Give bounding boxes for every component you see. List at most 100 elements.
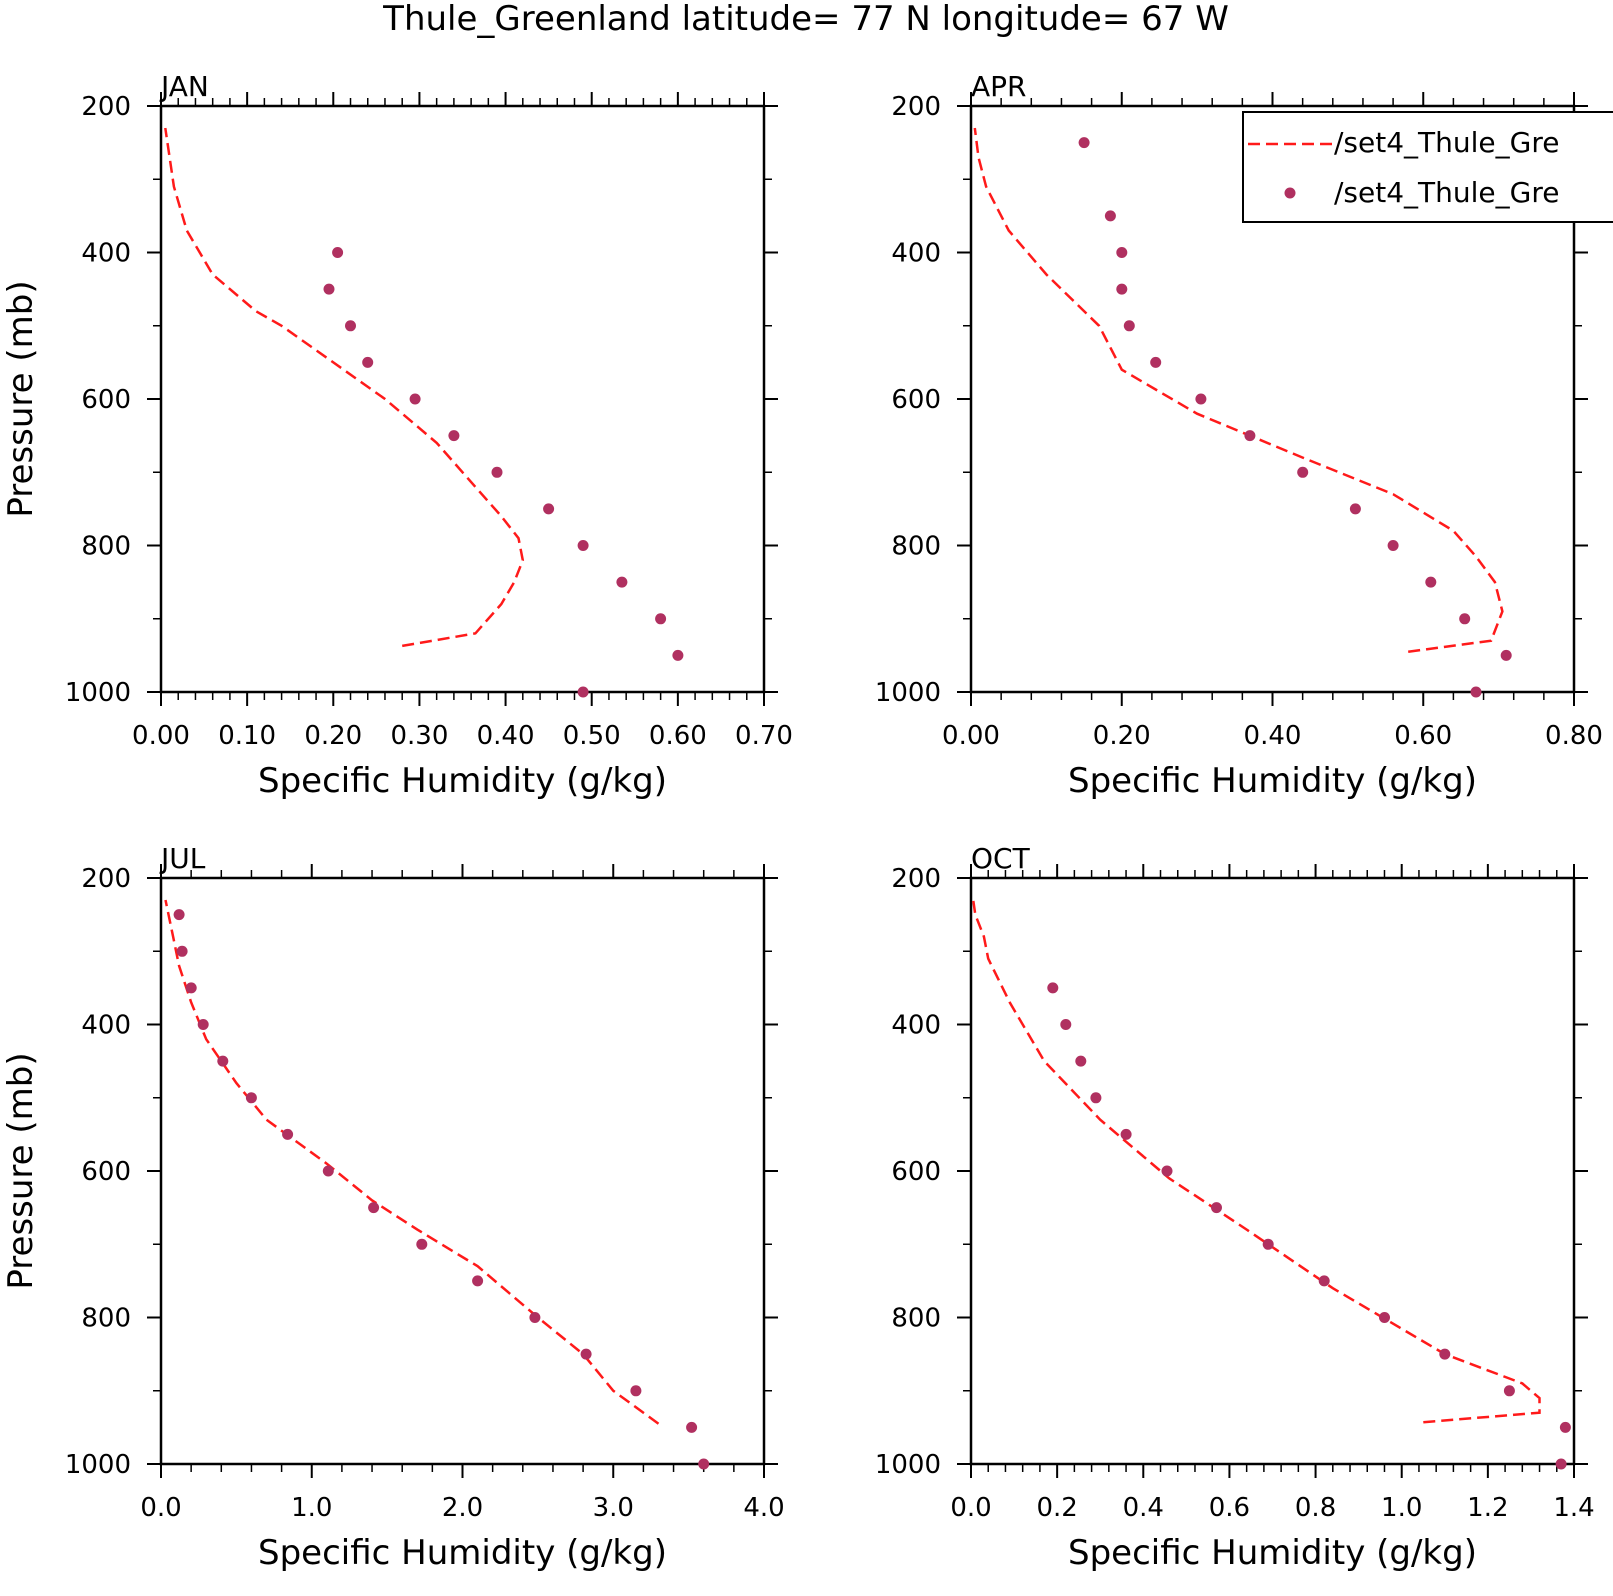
x-axis-label: Specific Humidity (g/kg)	[258, 761, 667, 801]
obs-point	[1104, 210, 1116, 222]
obs-point	[217, 1055, 229, 1067]
obs-point	[1503, 1385, 1515, 1397]
y-tick-label: 1000	[875, 1450, 941, 1480]
obs-point	[616, 576, 628, 588]
x-tick-label: 1.0	[291, 1493, 332, 1523]
obs-point	[1470, 686, 1482, 698]
obs-point	[448, 430, 460, 442]
obs-point	[580, 1348, 592, 1360]
obs-point	[1047, 982, 1059, 994]
obs-point	[1116, 283, 1128, 295]
x-tick-label: 0.00	[942, 721, 1000, 751]
panel-jan: JAN 0.00 0.10 0.20 0.30 0.40 0.50 0.60 0.70 200 40…	[1, 70, 793, 801]
obs-point	[1116, 247, 1128, 258]
x-tick-label: 0.00	[132, 721, 190, 751]
x-tick-label: 0.40	[477, 721, 535, 751]
legend: /set4_Thule_Gre /set4_Thule_Gre	[1242, 111, 1613, 223]
x-tick-label: 0.10	[218, 721, 276, 751]
obs-point	[686, 1421, 698, 1433]
x-tick-label: 1.0	[1381, 1493, 1422, 1523]
obs-point	[1559, 1421, 1571, 1433]
obs-point	[368, 1202, 380, 1214]
obs-point	[197, 1019, 209, 1030]
model-profile-line	[971, 899, 1541, 1424]
y-tick-label: 400	[81, 239, 131, 269]
y-tick-label: 400	[891, 1011, 941, 1041]
x-tick-label: 0.4	[1123, 1493, 1164, 1523]
obs-point	[1555, 1458, 1567, 1470]
plot-frame	[969, 876, 1576, 1466]
x-tick-label: 0.8	[1295, 1493, 1336, 1523]
y-axis-label: Pressure (mb)	[1, 1052, 41, 1289]
obs-point	[630, 1385, 642, 1397]
x-tick-label: 0.30	[390, 721, 448, 751]
y-tick-label: 600	[891, 385, 941, 415]
plot-frame	[159, 876, 766, 1466]
obs-point	[282, 1128, 294, 1140]
y-tick-label: 400	[891, 239, 941, 269]
x-tick-label: 0.60	[1394, 721, 1452, 751]
obs-point	[1078, 137, 1090, 149]
x-tick-label: 0.80	[1545, 721, 1603, 751]
y-tick-label: 400	[81, 1011, 131, 1041]
y-tick-label: 600	[81, 1157, 131, 1187]
obs-point	[332, 247, 344, 258]
x-tick-label: 0.6	[1209, 1493, 1250, 1523]
y-tick-label: 800	[81, 1304, 131, 1334]
obs-point	[1459, 613, 1471, 625]
y-tick-label: 200	[81, 864, 131, 894]
y-tick-label: 1000	[65, 678, 131, 708]
panels: JAN 0.00 0.10 0.20 0.30 0.40 0.50 0.60 0.70 200 40…	[1, 70, 1603, 1573]
obs-point	[1297, 466, 1309, 478]
obs-point	[1244, 430, 1256, 442]
x-axis-label: Specific Humidity (g/kg)	[1068, 1533, 1477, 1573]
obs-point	[1262, 1238, 1274, 1250]
y-tick-label: 800	[891, 1304, 941, 1334]
obs-point	[1075, 1055, 1087, 1067]
obs-point	[1425, 576, 1437, 588]
obs-point	[1439, 1348, 1451, 1360]
y-axis-label: Pressure (mb)	[1, 280, 41, 517]
obs-point	[245, 1092, 257, 1104]
obs-point	[577, 540, 589, 551]
obs-point	[1379, 1312, 1390, 1323]
plot-frame	[159, 104, 766, 694]
y-tick-label: 800	[891, 532, 941, 562]
panel-oct: OCT 0.0 0.2 0.4 0.6 0.8 1.0 1.2 1.4 200 400 600 800 1…	[875, 842, 1595, 1573]
obs-point	[577, 686, 589, 698]
obs-point	[173, 909, 185, 921]
obs-point	[1195, 393, 1207, 405]
panel-label: JAN	[159, 70, 209, 103]
y-tick-label: 200	[891, 864, 941, 894]
obs-point	[345, 320, 356, 332]
figure-title: Thule_Greenland latitude= 77 N longitude…	[382, 0, 1229, 39]
panel-label: APR	[971, 70, 1027, 103]
x-axis-label: Specific Humidity (g/kg)	[258, 1533, 667, 1573]
x-tick-label: 0.20	[304, 721, 362, 751]
obs-point	[1318, 1275, 1330, 1287]
x-tick-label: 0.60	[649, 721, 707, 751]
obs-point	[1211, 1202, 1222, 1214]
obs-point	[1060, 1019, 1072, 1030]
y-tick-label: 200	[891, 92, 941, 122]
obs-point	[1387, 540, 1399, 551]
obs-point	[1123, 320, 1135, 332]
obs-point	[362, 356, 374, 368]
legend-box	[1242, 111, 1613, 223]
y-tick-label: 1000	[875, 678, 941, 708]
panel-jul: JUL 0.0 1.0 2.0 3.0 4.0 200 400 600 800 1000 Specif…	[1, 842, 785, 1573]
obs-point	[322, 1165, 334, 1177]
obs-point	[543, 503, 555, 515]
x-tick-label: 0.70	[735, 721, 793, 751]
x-tick-label: 0.20	[1093, 721, 1151, 751]
x-axis-label: Specific Humidity (g/kg)	[1068, 761, 1477, 801]
obs-point	[1349, 503, 1361, 515]
obs-point	[1500, 649, 1512, 661]
y-tick-label: 200	[81, 92, 131, 122]
obs-point	[185, 982, 197, 994]
model-profile-line	[164, 127, 525, 648]
x-tick-label: 0.2	[1036, 1493, 1077, 1523]
y-tick-label: 600	[891, 1157, 941, 1187]
obs-point	[1150, 356, 1162, 368]
